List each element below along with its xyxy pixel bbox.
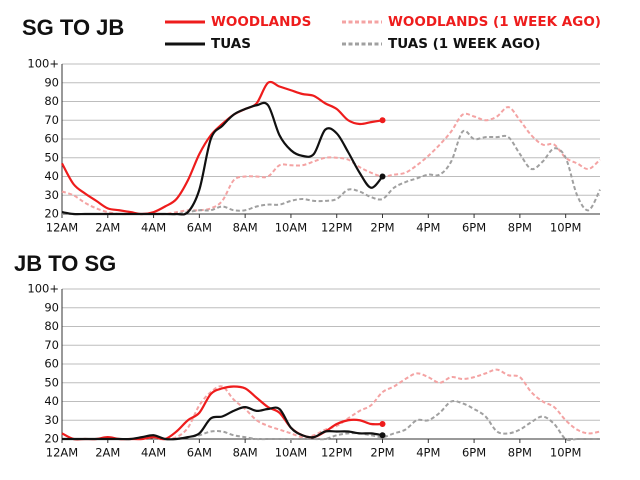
y-tick-label: 80 <box>44 319 59 333</box>
legend-label: TUAS (1 WEEK AGO) <box>388 36 541 52</box>
y-tick-label: 100+ <box>27 57 59 71</box>
x-tick-label: 4PM <box>416 221 440 235</box>
series-line <box>62 129 601 216</box>
x-tick-label: 2AM <box>95 446 120 460</box>
series-line <box>61 101 384 216</box>
y-tick-label: 50 <box>44 150 59 164</box>
end-dot <box>379 432 386 439</box>
x-tick-label: 8AM <box>233 221 258 235</box>
x-tick-label: 4AM <box>141 221 166 235</box>
end-dot <box>379 173 386 180</box>
x-tick-label: 8PM <box>508 446 532 460</box>
x-tick-label: 10AM <box>275 221 307 235</box>
x-tick-label: 2PM <box>370 221 394 235</box>
y-tick-label: 80 <box>44 94 59 108</box>
x-tick-label: 2AM <box>95 221 120 235</box>
x-tick-label: 12PM <box>321 221 353 235</box>
y-tick-label: 40 <box>44 169 59 183</box>
x-tick-label: 6PM <box>462 446 486 460</box>
legend-label: TUAS <box>211 36 251 52</box>
chart-title: JB TO SG <box>14 251 116 276</box>
x-tick-label: 10AM <box>275 446 307 460</box>
y-tick-label: 50 <box>44 375 59 389</box>
y-tick-label: 30 <box>44 188 59 202</box>
x-tick-label: 4AM <box>141 446 166 460</box>
x-tick-label: 6AM <box>187 221 212 235</box>
chart-title: SG TO JB <box>22 15 124 40</box>
y-tick-label: 60 <box>44 132 59 146</box>
y-tick-label: 30 <box>44 413 59 427</box>
series-line <box>61 106 601 216</box>
y-tick-label: 70 <box>44 113 59 127</box>
y-tick-label: 20 <box>44 207 59 221</box>
x-tick-label: 8AM <box>233 446 258 460</box>
legend-label: WOODLANDS <box>211 14 311 30</box>
x-tick-label: 10PM <box>550 221 582 235</box>
x-tick-label: 12AM <box>46 446 78 460</box>
x-tick-label: 12PM <box>321 446 353 460</box>
y-tick-label: 90 <box>44 75 59 89</box>
series-line <box>62 406 383 441</box>
x-tick-label: 8PM <box>508 221 532 235</box>
x-tick-label: 6AM <box>187 446 212 460</box>
x-tick-label: 10PM <box>550 446 582 460</box>
y-tick-label: 20 <box>44 432 59 446</box>
end-dot <box>379 421 386 427</box>
end-dot <box>379 117 386 124</box>
y-tick-label: 90 <box>44 300 59 314</box>
y-tick-label: 70 <box>44 338 59 352</box>
x-tick-label: 4PM <box>416 446 440 460</box>
x-tick-label: 12AM <box>46 221 78 235</box>
legend-label: WOODLANDS (1 WEEK AGO) <box>388 14 601 30</box>
y-tick-label: 100+ <box>27 282 59 296</box>
x-tick-label: 6PM <box>462 221 486 235</box>
y-tick-label: 60 <box>44 357 59 371</box>
series-line <box>61 80 383 216</box>
x-tick-label: 2PM <box>370 446 394 460</box>
y-tick-label: 40 <box>44 394 59 408</box>
